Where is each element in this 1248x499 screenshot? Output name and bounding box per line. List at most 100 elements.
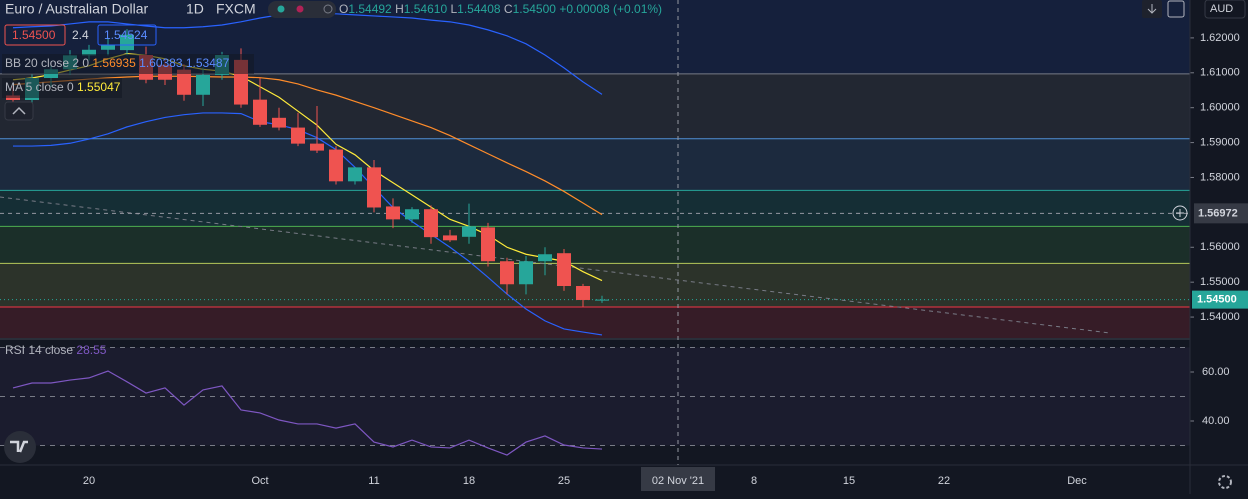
candle-body [405,209,419,220]
last-price-box [1192,290,1248,309]
candle-body [595,299,609,301]
market-status [277,5,285,13]
bb-legend: BB 20 close 2 0 1.56935 1.60383 1.53487 [5,56,230,70]
interval: 1D [186,1,204,17]
candle-body [253,99,267,125]
logo[interactable] [4,431,36,463]
x-tick-label: Oct [251,475,268,487]
candle-body [272,117,286,128]
o-key: O [339,2,348,16]
x-tick-label: 22 [938,475,950,487]
candle-body [329,149,343,182]
add-alert-button[interactable] [1172,205,1188,221]
ask-box[interactable] [97,24,157,46]
bb-upper: 1.60383 [139,56,183,70]
y-tick-label: 60.00 [1202,366,1230,378]
ma-value: 1.55047 [77,80,121,94]
currency-box[interactable] [1204,0,1246,19]
x-tick-label: 8 [751,475,757,487]
last-price: 1.54500 [1197,294,1237,306]
crosshair-price-box [1194,203,1248,224]
crosshair-date-box [641,467,715,491]
candle-body [557,253,571,287]
x-tick-label: Dec [1067,475,1087,487]
source: FXCM [216,1,256,17]
toggle-icon[interactable] [323,4,333,14]
candle-body [310,143,324,151]
h-key: H [395,2,404,16]
candle-body [291,127,305,144]
candle-body [500,261,514,285]
ma-legend: MA 5 close 0 1.55047 [5,80,121,94]
bid: 1.54500 [12,28,56,42]
indicator-line [13,112,603,336]
crosshair-price: 1.56972 [1198,207,1238,219]
data-status [296,5,304,13]
close: 1.54500 [513,2,557,16]
ohlc: O1.54492 H1.54610 L1.54408 C1.54500 +0.0… [339,2,662,16]
overlay: Euro / Australian Dollar 1D FXCM O1.5449… [2,0,1246,489]
spread: 2.4 [72,28,89,42]
legend-bg [2,78,122,98]
candle-body [538,254,552,262]
candle-body [519,261,533,285]
c-key: C [504,2,513,16]
zone [0,306,1190,338]
fullscreen-button[interactable] [1167,0,1185,18]
candle-body [576,286,590,300]
trend-line [0,196,1111,334]
plot-area [0,0,1194,446]
bid-box[interactable] [4,24,66,46]
logo-mark [10,440,28,453]
candle-body [82,49,96,56]
ask: 1.54524 [104,28,148,42]
low: 1.54408 [457,2,501,16]
symbol-title: Euro / Australian Dollar [5,1,149,17]
zone [0,226,1190,264]
y-tick-label: 1.54000 [1200,311,1240,323]
y-tick-label: 40.00 [1202,415,1230,427]
candle-body [443,235,457,241]
rsi-label: RSI 14 close [5,343,73,357]
change: +0.00008 (+0.01%) [559,2,662,16]
x-tick-label: 15 [843,475,855,487]
candle-body [348,167,362,182]
y-tick-label: 1.62000 [1200,32,1240,44]
bb-lower: 1.53487 [186,56,230,70]
bb-label: BB 20 close 2 0 [5,56,89,70]
collapse-icon [12,106,26,115]
candle-body [424,209,438,238]
y-tick-label: 1.61000 [1200,67,1240,79]
rsi-legend: RSI 14 close 28.55 [5,343,107,357]
y-tick-label: 1.59000 [1200,136,1240,148]
settings-button[interactable] [1218,475,1232,489]
rsi-value: 28.55 [76,343,106,357]
x-tick-label: 20 [83,475,95,487]
open: 1.54492 [348,2,392,16]
candle-body [101,44,115,50]
y-tick-label: 1.60000 [1200,102,1240,114]
bb-basis: 1.56935 [92,56,136,70]
ma-label: MA 5 close 0 [5,80,74,94]
y-tick-label: 1.55000 [1200,276,1240,288]
l-key: L [450,2,457,16]
add-alert-icon [1176,209,1184,217]
y-tick-label: 1.56000 [1200,241,1240,253]
x-tick-label: 25 [558,475,570,487]
x-tick-label: 11 [368,475,379,487]
collapse-button[interactable] [4,101,34,121]
y-tick-label: 1.58000 [1200,171,1240,183]
indicator-line [12,75,603,216]
candle-body [196,74,210,95]
candle-body [367,167,381,208]
candle-body [120,34,134,51]
candle-body [177,69,191,95]
candle-body [462,226,476,237]
high: 1.54610 [404,2,448,16]
candle-body [386,206,400,220]
legend-bg [2,54,254,74]
candle-body [481,227,495,262]
zone [0,190,1190,227]
scroll-icon [1147,4,1157,14]
